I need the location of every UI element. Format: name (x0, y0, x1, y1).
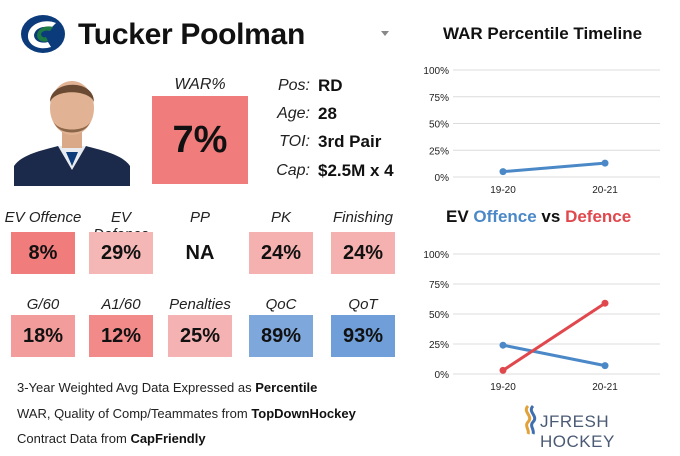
pp-value: NA (168, 232, 232, 274)
finishing-value: 24% (331, 232, 395, 274)
g60-label: G/60 (26, 296, 60, 313)
ev-chart-defence-line (502, 301, 606, 372)
war-timeline-war-point (499, 168, 507, 176)
toi-value: 3rd Pair (318, 132, 382, 151)
ev-chart-y-tick: 100% (423, 250, 449, 261)
pos-label: Pos: (277, 77, 310, 94)
player-name: Tucker Poolman (78, 18, 305, 51)
ev-chart-y-tick: 75% (429, 280, 449, 291)
finishing-label: Finishing (332, 209, 394, 226)
war-timeline-war-point (601, 159, 609, 167)
war-timeline-war-line (502, 161, 606, 174)
ev-chart-x-tick: 19-20 (490, 382, 516, 393)
war-timeline-chart: 0% 25% 50% 75% 100% 19-20 20-21 (423, 66, 660, 196)
ev-offence-label: EV Offence (4, 209, 82, 226)
a160-value: 12% (89, 315, 153, 357)
footer-source-capfriendly: Contract Data from CapFriendly (17, 431, 206, 446)
war-timeline-title: WAR Percentile Timeline (443, 24, 643, 43)
ev-chart-y-tick: 0% (435, 370, 450, 381)
a160-label: A1/60 (101, 296, 141, 313)
qot-value: 93% (331, 315, 395, 357)
ev-offence-defence-chart: 0% 25% 50% 75% 100% 19-20 20-21 (423, 250, 660, 393)
footer-source-tdh: WAR, Quality of Comp/Teammates from TopD… (17, 406, 356, 421)
war-timeline-y-tick: 75% (429, 93, 449, 104)
qoc-label: QoC (265, 296, 297, 313)
war-timeline-x-tick: 19-20 (490, 185, 516, 196)
ev-chart-offence-point (601, 362, 609, 370)
war-value: 7% (152, 96, 248, 184)
ev-chart-title: EV Offence vs Defence (446, 207, 632, 226)
pk-value: 24% (249, 232, 313, 274)
war-timeline-y-tick: 0% (435, 173, 450, 184)
war-label: WAR% (174, 76, 226, 93)
pp-label: PP (189, 209, 210, 226)
war-timeline-y-tick: 50% (429, 120, 449, 131)
cap-label: Cap: (276, 162, 310, 179)
war-timeline-y-tick: 25% (429, 146, 449, 157)
footer-percentile-note: 3-Year Weighted Avg Data Expressed as Pe… (17, 380, 318, 395)
age-label: Age: (277, 105, 310, 122)
ev-chart-offence-point (499, 341, 507, 349)
qoc-value: 89% (249, 315, 313, 357)
ev-chart-offence-line (502, 343, 606, 368)
war-timeline-y-tick: 100% (423, 66, 449, 77)
war-timeline-x-tick: 20-21 (592, 185, 618, 196)
toi-label: TOI: (279, 133, 310, 150)
ev-offence-value: 8% (11, 232, 75, 274)
qot-label: QoT (348, 296, 378, 313)
brand-name: JFRESH HOCKEY (540, 412, 615, 451)
ev-chart-defence-point (499, 366, 507, 374)
jfresh-hockey-logo (524, 404, 537, 435)
chevron-down-icon[interactable] (381, 31, 389, 36)
ev-chart-defence-point (601, 299, 609, 307)
canucks-logo-icon (21, 15, 65, 53)
penalties-value: 25% (168, 315, 232, 357)
pk-label: PK (270, 209, 291, 226)
cap-value: $2.5M x 4 (318, 161, 394, 180)
penalties-label: Penalties (169, 296, 231, 313)
g60-value: 18% (11, 315, 75, 357)
ev-chart-x-tick: 20-21 (592, 382, 618, 393)
age-value: 28 (318, 104, 337, 123)
ev-chart-y-tick: 25% (429, 340, 449, 351)
pos-value: RD (318, 76, 343, 95)
ev-chart-y-tick: 50% (429, 310, 449, 321)
ev-defence-value: 29% (89, 232, 153, 274)
player-photo (14, 66, 130, 186)
